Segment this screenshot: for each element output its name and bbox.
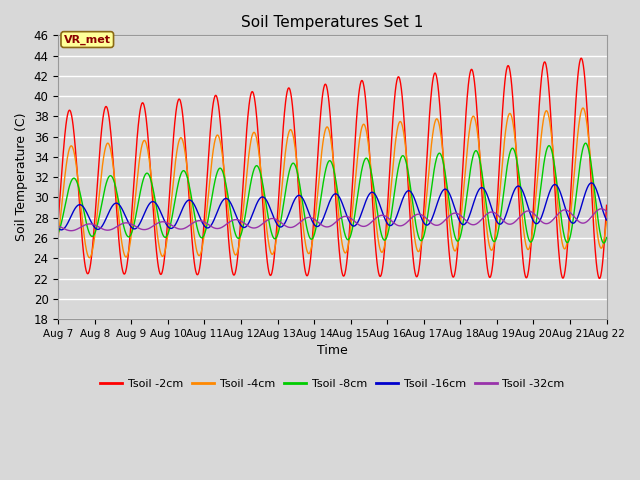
Tsoil -2cm xyxy=(577,55,585,61)
Tsoil -32cm xyxy=(67,228,75,234)
Tsoil -32cm xyxy=(507,221,515,227)
Tsoil -16cm xyxy=(58,227,65,233)
Tsoil -32cm xyxy=(176,226,184,232)
Tsoil -4cm xyxy=(554,208,562,214)
Tsoil -8cm xyxy=(54,230,62,236)
Tsoil -4cm xyxy=(507,112,515,118)
Line: Tsoil -16cm: Tsoil -16cm xyxy=(58,183,607,230)
Tsoil -16cm xyxy=(284,216,291,221)
Tsoil -8cm xyxy=(603,235,611,240)
Tsoil -8cm xyxy=(507,148,515,154)
Tsoil -32cm xyxy=(554,211,562,216)
Tsoil -4cm xyxy=(176,136,184,142)
Tsoil -16cm xyxy=(507,196,515,202)
Tsoil -4cm xyxy=(579,105,587,111)
Tsoil -4cm xyxy=(603,217,611,223)
Title: Soil Temperatures Set 1: Soil Temperatures Set 1 xyxy=(241,15,424,30)
Tsoil -16cm xyxy=(54,225,62,231)
Tsoil -2cm xyxy=(175,96,183,102)
Tsoil -16cm xyxy=(554,185,562,191)
Tsoil -32cm xyxy=(270,216,278,221)
Line: Tsoil -32cm: Tsoil -32cm xyxy=(58,209,607,231)
Tsoil -8cm xyxy=(269,235,277,240)
Tsoil -4cm xyxy=(270,249,278,255)
Line: Tsoil -4cm: Tsoil -4cm xyxy=(58,108,607,258)
Tsoil -32cm xyxy=(597,206,605,212)
Tsoil -2cm xyxy=(603,203,611,208)
Text: VR_met: VR_met xyxy=(64,35,111,45)
Tsoil -2cm xyxy=(507,72,515,78)
Tsoil -2cm xyxy=(595,276,603,281)
Y-axis label: Soil Temperature (C): Soil Temperature (C) xyxy=(15,113,28,241)
Tsoil -16cm xyxy=(417,214,424,219)
Tsoil -16cm xyxy=(603,217,611,223)
Tsoil -8cm xyxy=(582,140,589,146)
X-axis label: Time: Time xyxy=(317,344,348,357)
Tsoil -8cm xyxy=(554,188,562,194)
Tsoil -32cm xyxy=(603,208,611,214)
Tsoil -4cm xyxy=(86,255,93,261)
Tsoil -2cm xyxy=(554,236,562,242)
Tsoil -8cm xyxy=(175,176,183,182)
Tsoil -8cm xyxy=(600,240,608,246)
Tsoil -2cm xyxy=(417,254,424,260)
Tsoil -32cm xyxy=(417,212,424,217)
Tsoil -32cm xyxy=(284,224,291,229)
Tsoil -2cm xyxy=(283,91,291,96)
Tsoil -16cm xyxy=(176,213,184,218)
Line: Tsoil -8cm: Tsoil -8cm xyxy=(58,143,607,243)
Tsoil -16cm xyxy=(270,215,278,220)
Tsoil -4cm xyxy=(417,243,424,249)
Tsoil -2cm xyxy=(54,217,62,223)
Tsoil -2cm xyxy=(269,261,277,267)
Tsoil -32cm xyxy=(54,223,62,229)
Tsoil -16cm xyxy=(588,180,595,186)
Tsoil -8cm xyxy=(417,238,424,243)
Tsoil -8cm xyxy=(283,181,291,187)
Legend: Tsoil -2cm, Tsoil -4cm, Tsoil -8cm, Tsoil -16cm, Tsoil -32cm: Tsoil -2cm, Tsoil -4cm, Tsoil -8cm, Tsoi… xyxy=(96,374,569,393)
Line: Tsoil -2cm: Tsoil -2cm xyxy=(58,58,607,278)
Tsoil -4cm xyxy=(284,137,291,143)
Tsoil -4cm xyxy=(54,233,62,239)
